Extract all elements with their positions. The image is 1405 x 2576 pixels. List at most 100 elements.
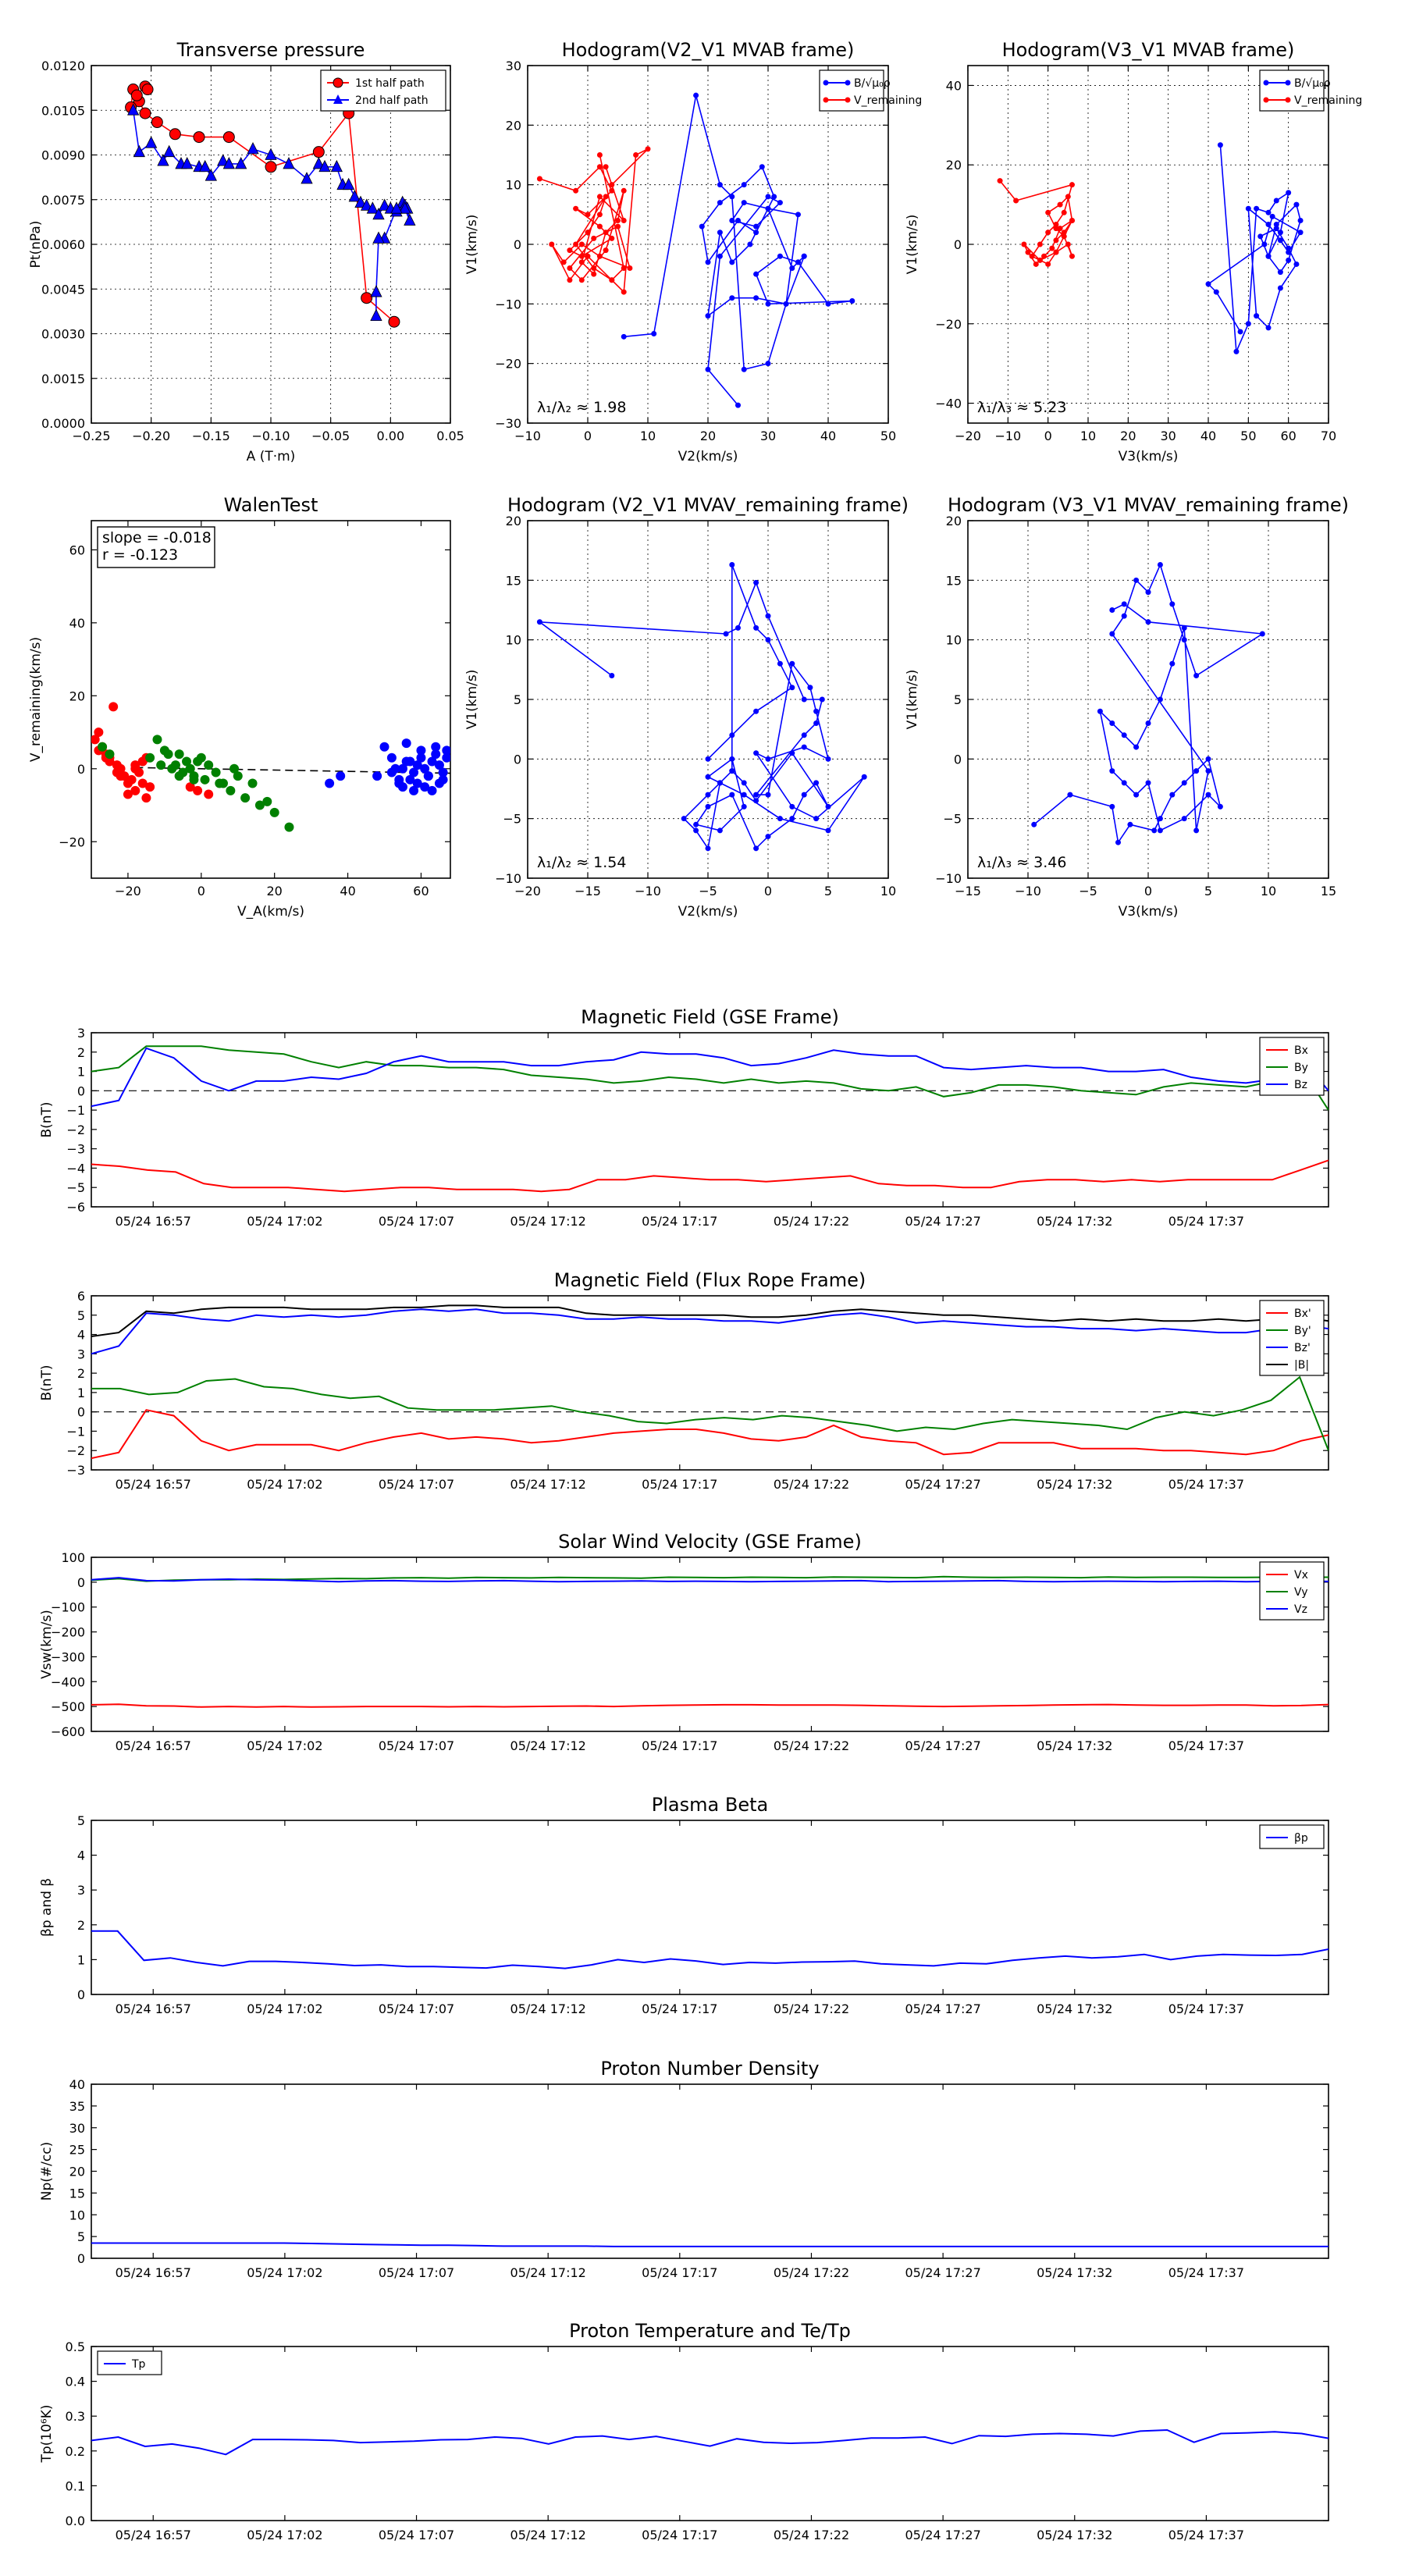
data-point [427, 785, 437, 795]
data-point [578, 277, 585, 283]
data-point [105, 749, 115, 760]
y-tick-label: 0 [77, 1987, 85, 2002]
y-axis-label: Pt(nPa) [28, 221, 44, 269]
data-point [789, 265, 795, 272]
y-tick-label: 0.2 [66, 2444, 85, 2459]
data-point [603, 229, 609, 236]
y-tick-label: −20 [495, 357, 521, 372]
data-point [603, 194, 609, 200]
x-tick-label: −10 [994, 429, 1021, 443]
y-tick-label: 0.0060 [41, 237, 85, 252]
y-tick-label: 2 [77, 1045, 85, 1060]
data-point [401, 756, 411, 767]
x-tick-label: 05/24 17:07 [379, 1214, 454, 1229]
legend-marker [845, 97, 851, 103]
legend-marker [1285, 97, 1291, 103]
x-tick-label: 05/24 17:22 [774, 1477, 849, 1492]
y-axis-label: B(nT) [39, 1101, 55, 1137]
data-point [861, 774, 867, 780]
data-point [1069, 253, 1075, 259]
data-point [434, 778, 444, 788]
data-point [807, 685, 813, 691]
chart-title: Hodogram(V3_V1 MVAB frame) [1002, 39, 1295, 61]
data-point [825, 301, 831, 307]
data-point [789, 803, 795, 809]
data-point [193, 785, 203, 795]
data-point [434, 760, 444, 770]
series-line-Bx [91, 1159, 1329, 1193]
chart-pt: Transverse pressure 0.0000 0.0015 0.0030 0.0… [28, 39, 464, 464]
x-tick-label: 0.05 [436, 429, 464, 443]
data-point [1205, 281, 1211, 287]
data-point [609, 672, 615, 678]
data-point [235, 157, 247, 169]
data-point [156, 760, 166, 770]
data-point [1269, 213, 1275, 219]
y-tick-label: −600 [51, 1724, 85, 1739]
data-point [747, 241, 753, 247]
data-point [91, 735, 100, 745]
data-point [372, 207, 385, 220]
data-point [789, 660, 795, 667]
x-tick-label: 5 [824, 884, 832, 898]
data-point [717, 827, 723, 834]
series-line-Vy [91, 1575, 1329, 1582]
x-tick-label: 05/24 17:27 [905, 2001, 980, 2016]
data-point [1045, 229, 1051, 236]
x-tick-label: 05/24 17:12 [510, 2265, 586, 2280]
data-point [222, 157, 235, 169]
x-tick-label: 05/24 17:17 [642, 2528, 717, 2542]
data-point [1277, 285, 1283, 291]
data-point [204, 789, 214, 799]
data-point [825, 803, 831, 809]
x-tick-label: 40 [820, 429, 836, 443]
data-point [1277, 237, 1283, 244]
chart-bfr: Magnetic Field (Flux Rope Frame) −3 −2 −1 0 1… [39, 1269, 1329, 1492]
data-point [390, 201, 403, 214]
data-point [163, 144, 176, 158]
data-point [1157, 696, 1163, 703]
data-point [1265, 325, 1272, 331]
data-point [1061, 233, 1067, 240]
y-tick-label: 0.0030 [41, 327, 85, 342]
data-point [1273, 226, 1279, 232]
y-tick-label: 4 [77, 1848, 85, 1863]
legend-label: Vy [1294, 1586, 1308, 1599]
legend-label: Vz [1294, 1603, 1307, 1616]
data-point [777, 200, 783, 206]
data-point [185, 782, 195, 792]
data-point [729, 259, 735, 265]
y-tick-label: −20 [935, 317, 962, 332]
data-point [813, 708, 820, 714]
data-point [211, 767, 221, 777]
data-point [596, 212, 603, 218]
data-point [1121, 780, 1127, 786]
y-tick-label: 25 [69, 2143, 85, 2158]
legend-marker [1263, 80, 1269, 86]
data-point [717, 780, 723, 786]
chart-h4: Hodogram (V3_V1 MVAV_remaining frame) −10… [905, 494, 1349, 920]
y-tick-label: 10 [69, 2208, 85, 2222]
data-point [379, 742, 389, 752]
data-point [409, 785, 419, 795]
y-tick-label: 20 [506, 118, 521, 133]
data-point [1031, 821, 1037, 827]
data-point [765, 205, 771, 212]
data-point [1169, 792, 1176, 798]
x-tick-label: −5 [699, 884, 717, 898]
data-point [1097, 708, 1103, 714]
data-point [217, 154, 229, 166]
y-axis-label: V1(km/s) [464, 670, 480, 730]
x-tick-label: 05/24 17:02 [247, 1738, 322, 1753]
data-point [399, 201, 411, 214]
x-tick-label: 05/24 17:12 [510, 1214, 586, 1229]
data-point [1045, 261, 1051, 267]
y-tick-label: 5 [77, 1813, 85, 1828]
data-point [591, 235, 597, 241]
y-tick-label: −10 [495, 297, 521, 311]
data-point [1286, 190, 1292, 196]
data-point [420, 763, 430, 774]
y-tick-label: 3 [77, 1026, 85, 1041]
y-tick-label: −3 [66, 1142, 85, 1157]
x-tick-label: 05/24 17:07 [379, 2265, 454, 2280]
